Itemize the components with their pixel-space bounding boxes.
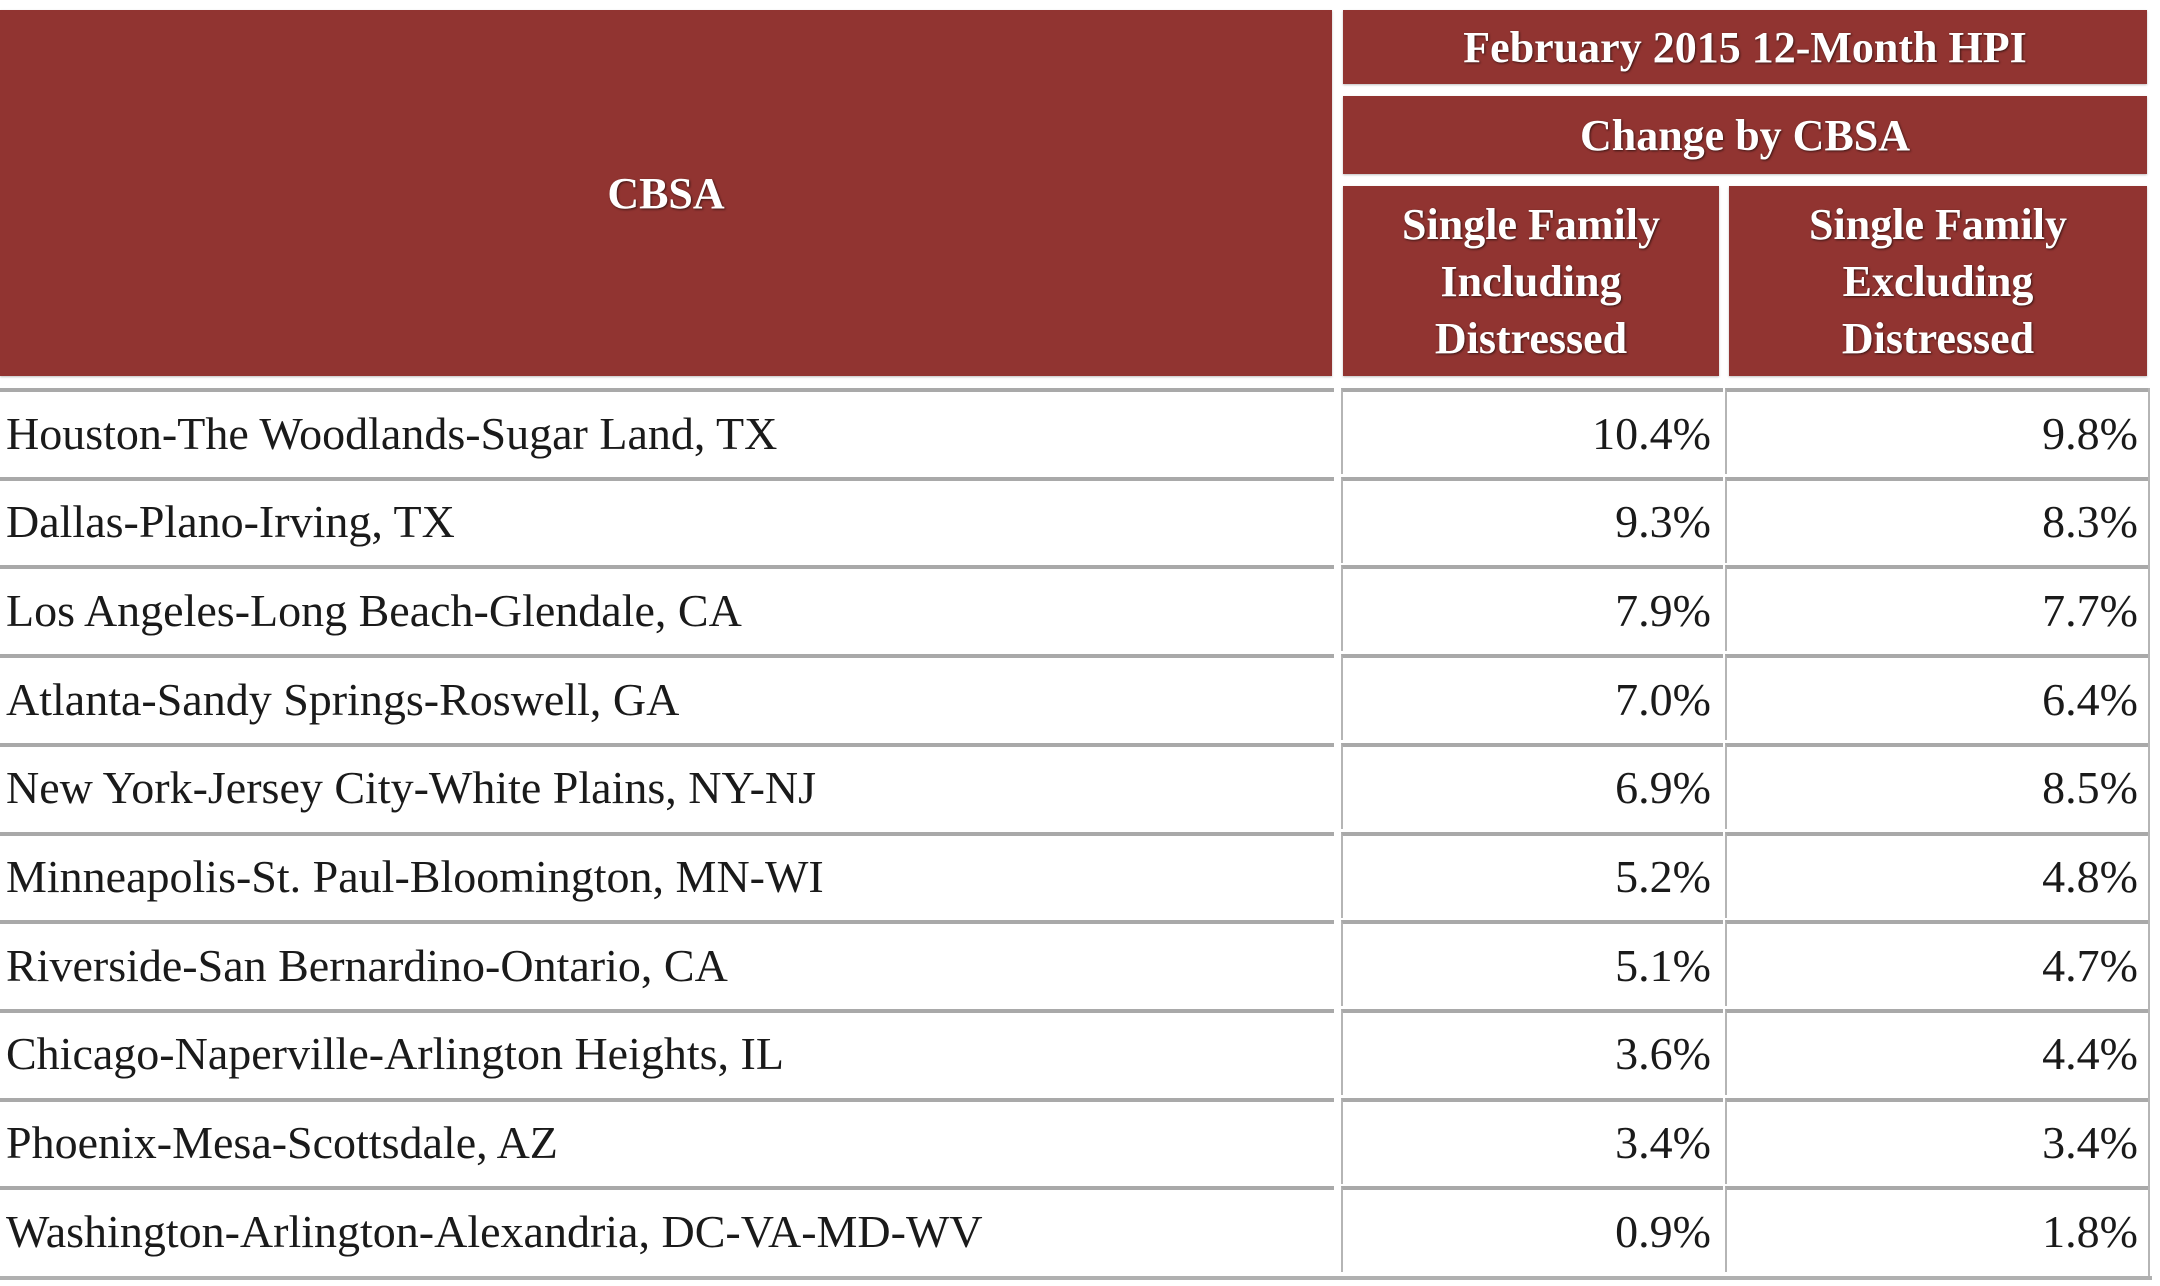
cell-cbsa: Houston-The Woodlands-Sugar Land, TX: [0, 388, 1334, 474]
cell-including-distressed-text: 3.6%: [1615, 1028, 1711, 1080]
cell-excluding-distressed-text: 3.4%: [2042, 1117, 2138, 1169]
cell-excluding-distressed: 8.5%: [1725, 742, 2150, 829]
cell-cbsa-text: Atlanta-Sandy Springs-Roswell, GA: [6, 673, 680, 725]
cell-including-distressed: 3.4%: [1341, 1097, 1723, 1184]
cell-including-distressed-text: 7.9%: [1615, 584, 1711, 636]
header-subtitle-label: Change by CBSA: [1579, 110, 1911, 160]
header-cbsa-label: CBSA: [607, 168, 725, 218]
cell-including-distressed-text: 5.2%: [1615, 851, 1711, 902]
cell-including-distressed: 6.9%: [1341, 742, 1723, 829]
cell-cbsa-text: Phoenix-Mesa-Scottsdale, AZ: [6, 1117, 558, 1169]
cell-cbsa-text: Los Angeles-Long Beach-Glendale, CA: [6, 584, 742, 636]
cell-excluding-distressed-text: 8.3%: [2042, 496, 2138, 548]
cell-excluding-distressed: 9.8%: [1725, 388, 2150, 474]
table-bottom-border: [0, 1276, 2152, 1280]
header-excluding-distressed: Single Family Excluding Distressed: [1729, 186, 2147, 376]
cell-including-distressed-text: 5.1%: [1615, 939, 1711, 991]
cell-cbsa: Riverside-San Bernardino-Ontario, CA: [0, 920, 1334, 1007]
cell-including-distressed: 9.3%: [1341, 476, 1723, 563]
cell-cbsa: Washington-Arlington-Alexandria, DC-VA-M…: [0, 1186, 1334, 1273]
cell-cbsa: New York-Jersey City-White Plains, NY-NJ: [0, 742, 1334, 829]
header-including-distressed: Single Family Including Distressed: [1343, 186, 1719, 376]
cell-including-distressed-text: 10.4%: [1592, 407, 1711, 459]
cell-including-distressed: 0.9%: [1341, 1186, 1723, 1273]
header-title-label: February 2015 12-Month HPI: [1463, 22, 2027, 72]
cell-excluding-distressed-text: 4.7%: [2042, 939, 2138, 991]
cell-cbsa: Los Angeles-Long Beach-Glendale, CA: [0, 565, 1334, 652]
cell-cbsa-text: Minneapolis-St. Paul-Bloomington, MN-WI: [6, 851, 824, 902]
cell-excluding-distressed: 8.3%: [1725, 476, 2150, 563]
cell-excluding-distressed: 1.8%: [1725, 1186, 2150, 1273]
header-excluding-line1: Single Family: [1809, 199, 2067, 249]
cell-including-distressed: 5.2%: [1341, 831, 1723, 918]
cell-cbsa: Chicago-Naperville-Arlington Heights, IL: [0, 1008, 1334, 1095]
header-subtitle: Change by CBSA: [1343, 96, 2147, 174]
header-excluding-line2: Excluding: [1842, 256, 2034, 306]
header-title: February 2015 12-Month HPI: [1343, 10, 2147, 84]
cell-excluding-distressed-text: 6.4%: [2042, 673, 2138, 725]
header-including-line3: Distressed: [1434, 313, 1628, 363]
cell-cbsa: Atlanta-Sandy Springs-Roswell, GA: [0, 654, 1334, 741]
cell-cbsa-text: Chicago-Naperville-Arlington Heights, IL: [6, 1028, 784, 1080]
cell-excluding-distressed: 4.8%: [1725, 831, 2150, 918]
cell-excluding-distressed-text: 4.8%: [2042, 851, 2138, 902]
cell-excluding-distressed: 4.7%: [1725, 920, 2150, 1007]
cell-cbsa-text: New York-Jersey City-White Plains, NY-NJ: [6, 762, 817, 814]
cell-cbsa: Phoenix-Mesa-Scottsdale, AZ: [0, 1097, 1334, 1184]
cell-excluding-distressed-text: 4.4%: [2042, 1028, 2138, 1080]
cell-cbsa-text: Houston-The Woodlands-Sugar Land, TX: [6, 407, 778, 459]
cell-including-distressed: 7.9%: [1341, 565, 1723, 652]
cell-including-distressed-text: 7.0%: [1615, 673, 1711, 725]
cell-including-distressed-text: 0.9%: [1615, 1205, 1711, 1257]
cell-excluding-distressed-text: 1.8%: [2042, 1205, 2138, 1257]
cell-including-distressed-text: 3.4%: [1615, 1117, 1711, 1169]
cell-cbsa: Dallas-Plano-Irving, TX: [0, 476, 1334, 563]
cell-excluding-distressed: 6.4%: [1725, 654, 2150, 741]
cell-cbsa-text: Washington-Arlington-Alexandria, DC-VA-M…: [6, 1205, 983, 1257]
cell-including-distressed: 5.1%: [1341, 920, 1723, 1007]
cell-excluding-distressed: 4.4%: [1725, 1008, 2150, 1095]
table-right-border: [2148, 388, 2150, 1276]
header-including-line1: Single Family: [1402, 199, 1660, 249]
cell-excluding-distressed-text: 8.5%: [2042, 762, 2138, 814]
cell-including-distressed-text: 6.9%: [1615, 762, 1711, 814]
cell-including-distressed: 10.4%: [1341, 388, 1723, 474]
cell-excluding-distressed-text: 9.8%: [2042, 407, 2138, 459]
header-including-line2: Including: [1440, 256, 1622, 306]
cell-cbsa: Minneapolis-St. Paul-Bloomington, MN-WI: [0, 831, 1334, 918]
cell-excluding-distressed-text: 7.7%: [2042, 584, 2138, 636]
header-excluding-line3: Distressed: [1841, 313, 2035, 363]
cell-including-distressed-text: 9.3%: [1615, 496, 1711, 548]
cell-including-distressed: 3.6%: [1341, 1008, 1723, 1095]
header-cbsa: CBSA: [0, 10, 1332, 376]
cell-cbsa-text: Dallas-Plano-Irving, TX: [6, 496, 455, 548]
cell-cbsa-text: Riverside-San Bernardino-Ontario, CA: [6, 939, 728, 991]
cell-including-distressed: 7.0%: [1341, 654, 1723, 741]
cell-excluding-distressed: 3.4%: [1725, 1097, 2150, 1184]
cell-excluding-distressed: 7.7%: [1725, 565, 2150, 652]
